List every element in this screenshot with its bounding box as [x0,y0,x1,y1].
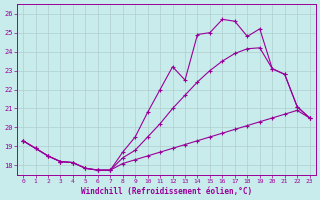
X-axis label: Windchill (Refroidissement éolien,°C): Windchill (Refroidissement éolien,°C) [81,187,252,196]
